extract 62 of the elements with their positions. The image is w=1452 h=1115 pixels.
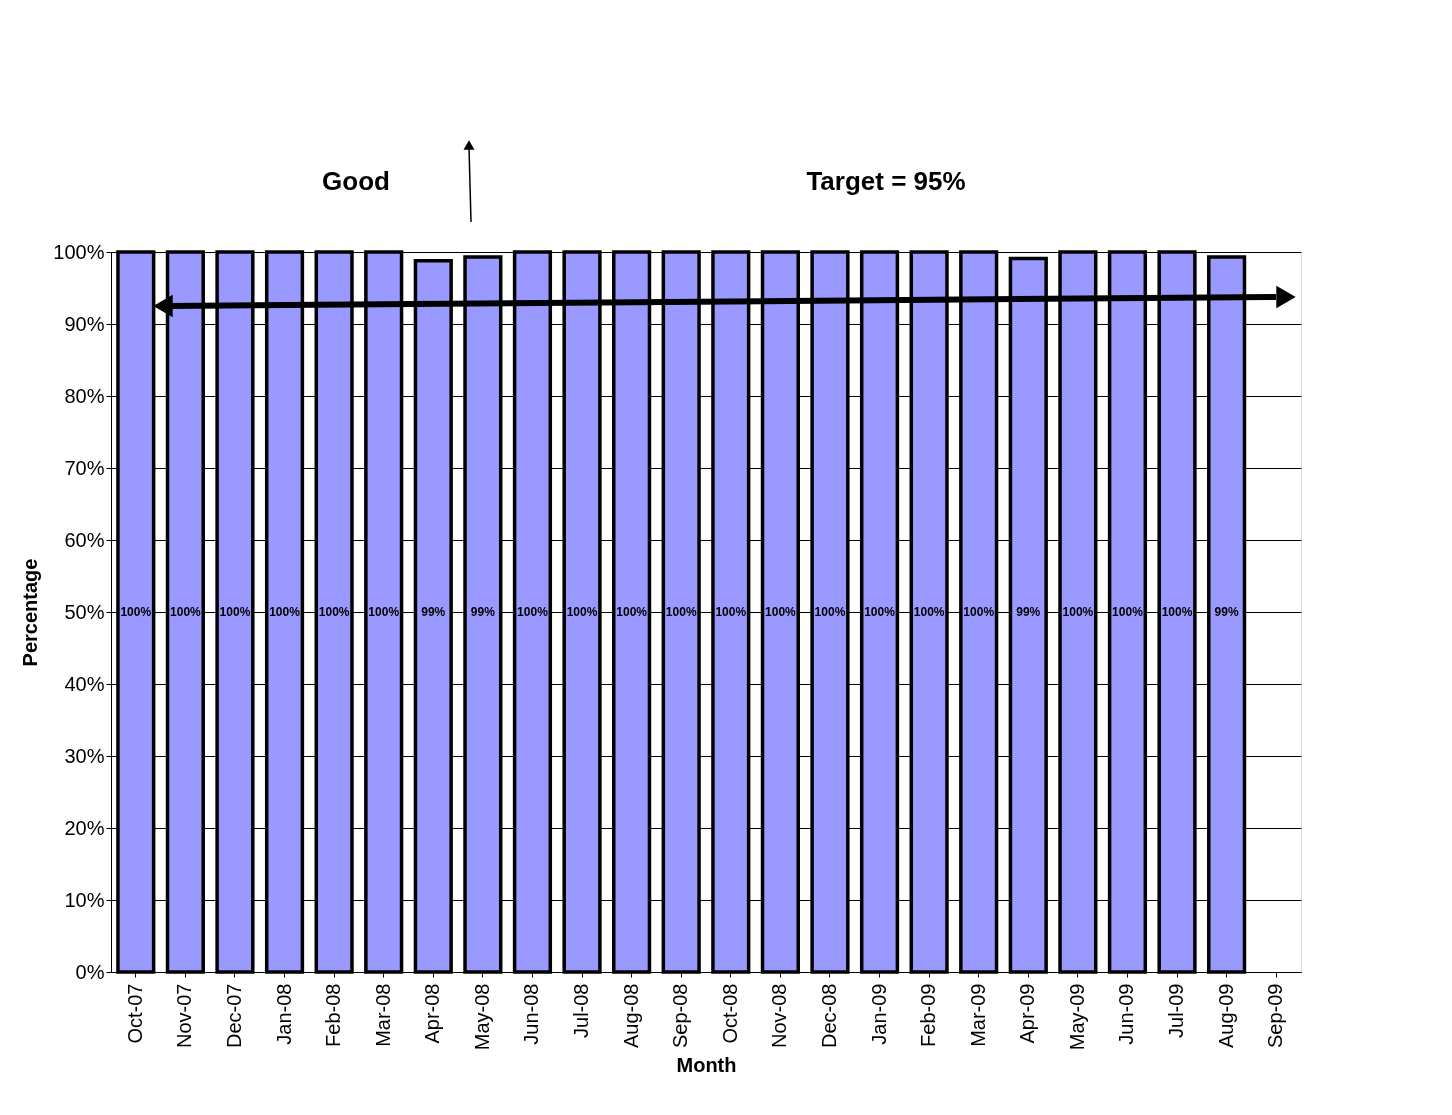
x-tick-label: Jul-08 bbox=[570, 983, 593, 1038]
data-label: 100% bbox=[765, 605, 797, 619]
y-tick-label: 80% bbox=[64, 384, 105, 407]
x-tick-label: Oct-08 bbox=[718, 983, 741, 1044]
x-tick-label: Aug-09 bbox=[1214, 983, 1237, 1048]
x-tick-label: Sep-08 bbox=[669, 983, 692, 1048]
y-axis-title: Percentage bbox=[19, 558, 42, 667]
x-tick-label: Feb-08 bbox=[322, 983, 345, 1047]
data-label: 99% bbox=[421, 605, 446, 619]
data-label: 100% bbox=[1161, 605, 1193, 619]
x-tick-label: Jan-09 bbox=[867, 983, 890, 1045]
x-tick-label: May-08 bbox=[470, 983, 493, 1051]
data-label: 100% bbox=[219, 605, 251, 619]
x-tick-label: Feb-09 bbox=[917, 983, 940, 1047]
y-tick-label: 0% bbox=[75, 960, 105, 983]
data-label: 100% bbox=[318, 605, 350, 619]
y-tick-label: 70% bbox=[64, 456, 105, 479]
data-label: 100% bbox=[963, 605, 995, 619]
y-tick-label: 60% bbox=[64, 528, 105, 551]
text: Target = 95% bbox=[806, 166, 966, 196]
y-tick-label: 10% bbox=[64, 888, 105, 911]
data-label: 100% bbox=[1112, 605, 1144, 619]
x-tick-label: Jun-08 bbox=[520, 983, 543, 1045]
y-tick-label: 50% bbox=[64, 600, 105, 623]
data-label: 100% bbox=[517, 605, 549, 619]
x-tick-label: Jan-08 bbox=[272, 983, 295, 1045]
data-label: 100% bbox=[566, 605, 598, 619]
data-label: 100% bbox=[1062, 605, 1094, 619]
y-tick-label: 100% bbox=[53, 240, 105, 263]
x-tick-label: Apr-09 bbox=[1016, 983, 1039, 1044]
y-tick-label: 40% bbox=[64, 672, 105, 695]
x-tick-label: Jun-09 bbox=[1115, 983, 1138, 1045]
y-tick-label: 30% bbox=[64, 744, 105, 767]
data-label: 100% bbox=[368, 605, 400, 619]
data-label: 99% bbox=[1016, 605, 1041, 619]
data-label: 100% bbox=[616, 605, 648, 619]
data-label: 100% bbox=[814, 605, 846, 619]
x-tick-label: Mar-09 bbox=[966, 983, 989, 1047]
y-tick-label: 90% bbox=[64, 312, 105, 335]
x-tick-label: Jul-09 bbox=[1165, 983, 1188, 1038]
data-label: 100% bbox=[864, 605, 896, 619]
x-tick-label: Dec-08 bbox=[817, 983, 840, 1048]
data-label: 100% bbox=[665, 605, 697, 619]
data-label: 100% bbox=[170, 605, 202, 619]
x-tick-label: Aug-08 bbox=[619, 983, 642, 1048]
x-tick-label: May-09 bbox=[1065, 983, 1088, 1051]
x-tick-label: Sep-09 bbox=[1264, 983, 1287, 1048]
data-label: 99% bbox=[1214, 605, 1239, 619]
x-tick-label: Dec-07 bbox=[222, 983, 245, 1048]
data-label: 99% bbox=[470, 605, 496, 619]
x-tick-label: Nov-08 bbox=[768, 983, 791, 1048]
data-label: 100% bbox=[913, 605, 945, 619]
x-tick-label: Apr-08 bbox=[421, 983, 444, 1044]
x-tick-label: Mar-08 bbox=[371, 983, 394, 1047]
x-tick-label: Nov-07 bbox=[173, 983, 196, 1048]
data-label: 100% bbox=[120, 605, 152, 619]
text: Good bbox=[322, 166, 390, 196]
y-tick-label: 20% bbox=[64, 816, 105, 839]
x-axis-title: Month bbox=[676, 1054, 737, 1077]
data-label: 100% bbox=[715, 605, 747, 619]
data-label: 100% bbox=[269, 605, 301, 619]
x-tick-label: Oct-07 bbox=[123, 983, 146, 1044]
